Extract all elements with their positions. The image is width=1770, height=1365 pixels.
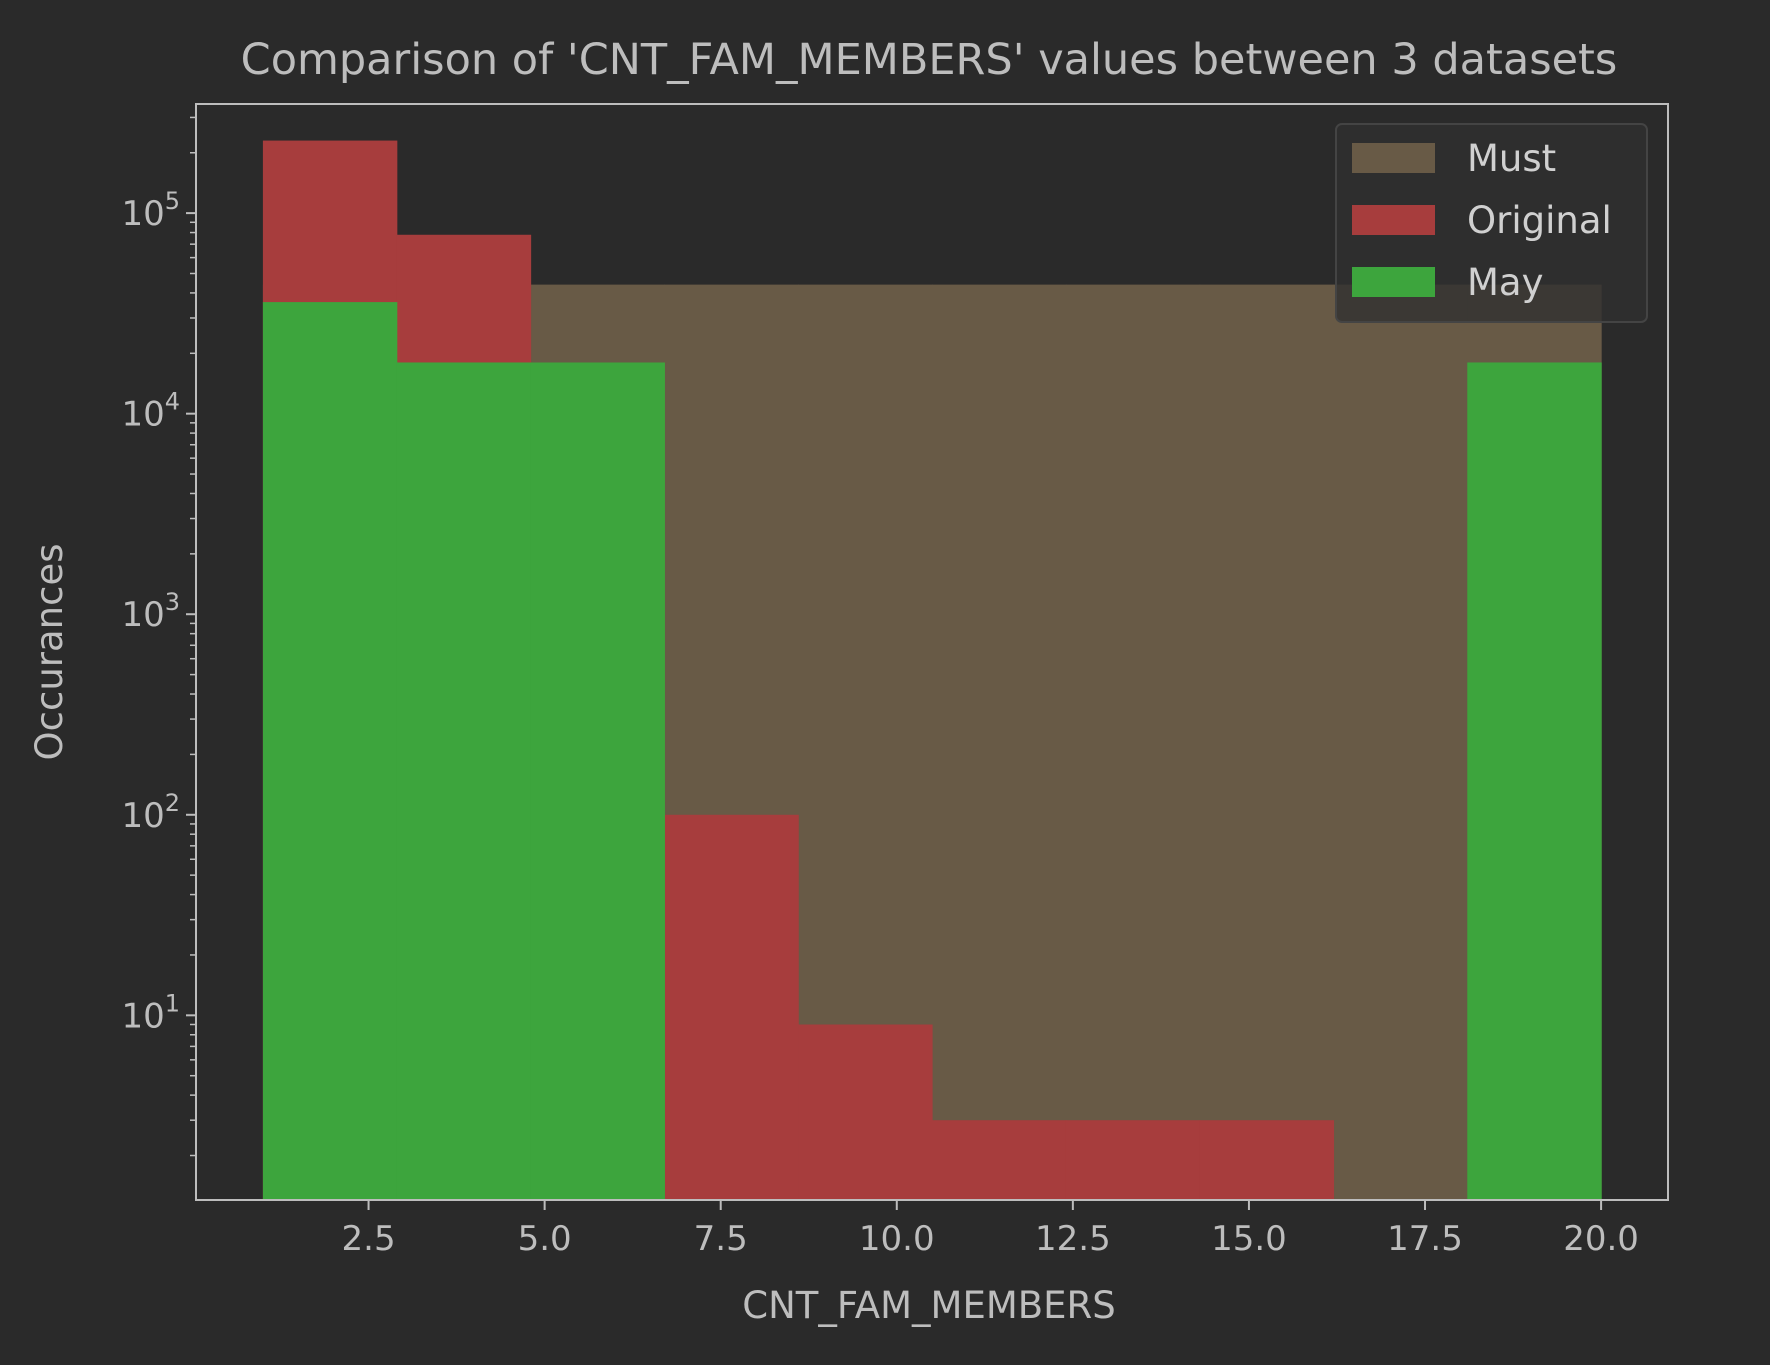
bar-may-0: [262, 302, 398, 1200]
x-tick-label: 17.5: [1387, 1219, 1463, 1259]
bar-original-5: [932, 1120, 1067, 1200]
legend: Must Original May: [1335, 123, 1648, 323]
y-tick-exponent: 5: [165, 187, 180, 215]
y-axis-label: Occurances: [28, 544, 71, 761]
legend-label-may: May: [1467, 261, 1544, 304]
x-tick-label: 12.5: [1035, 1219, 1111, 1259]
bar-may-2: [530, 362, 665, 1201]
y-tick-label: 105: [121, 187, 180, 234]
y-tick-base: 10: [121, 395, 164, 435]
bar-must-6: [1065, 284, 1201, 1200]
legend-label-must: Must: [1467, 137, 1556, 180]
x-tick-label: 2.5: [342, 1219, 396, 1259]
legend-swatch-original: [1352, 205, 1435, 235]
y-tick-exponent: 1: [165, 989, 180, 1017]
bar-must-8: [1333, 284, 1468, 1200]
y-tick-exponent: 4: [165, 388, 180, 416]
y-tick-base: 10: [121, 194, 164, 234]
y-tick-label: 104: [121, 388, 180, 435]
x-axis-label: CNT_FAM_MEMBERS: [742, 1284, 1115, 1327]
y-tick-base: 10: [121, 996, 164, 1036]
bar-original-6: [1065, 1120, 1201, 1200]
legend-swatch-may: [1352, 267, 1435, 297]
x-tick-label: 5.0: [518, 1219, 572, 1259]
bar-must-5: [932, 284, 1067, 1200]
bar-original-4: [798, 1024, 933, 1200]
y-tick-label: 102: [121, 789, 180, 836]
legend-label-original: Original: [1467, 199, 1612, 242]
bar-may-1: [396, 362, 532, 1201]
x-tick-label: 10.0: [859, 1219, 935, 1259]
x-tick-label: 7.5: [694, 1219, 748, 1259]
x-axis-ticks: 2.5 5.0 7.5 10.0 12.5 15.0 17.5 20.0: [342, 1200, 1639, 1259]
chart-title: Comparison of 'CNT_FAM_MEMBERS' values b…: [241, 35, 1618, 85]
plot-frame: [195, 103, 1669, 1201]
bar-must-7: [1199, 284, 1335, 1200]
bar-original-3: [664, 814, 799, 1200]
y-tick-base: 10: [121, 796, 164, 836]
y-tick-exponent: 3: [165, 588, 180, 616]
bar-original-7: [1199, 1120, 1335, 1200]
legend-swatch-must: [1352, 143, 1435, 173]
x-tick-label: 15.0: [1211, 1219, 1287, 1259]
bar-may-9: [1467, 362, 1602, 1201]
x-tick-label: 20.0: [1563, 1219, 1639, 1259]
y-tick-label: 103: [121, 588, 180, 635]
y-tick-exponent: 2: [165, 789, 180, 817]
y-tick-base: 10: [121, 595, 164, 635]
bars-group: [262, 140, 1602, 1201]
y-tick-label: 101: [121, 989, 180, 1036]
